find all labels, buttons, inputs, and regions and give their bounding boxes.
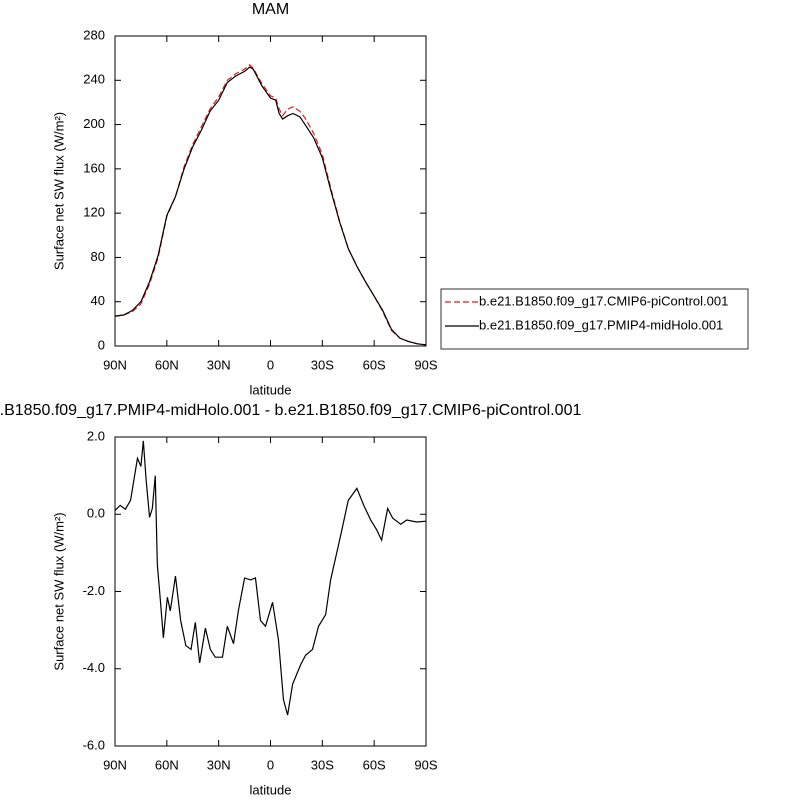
x-axis-label: latitude — [250, 382, 292, 397]
x-tick-label: 60N — [155, 757, 179, 772]
x-tick-label: 60S — [363, 757, 386, 772]
plot-frame — [114, 436, 427, 747]
y-tick-label: 80 — [91, 249, 105, 264]
chart-title: MAM — [252, 1, 289, 18]
x-tick-label: 30S — [311, 357, 334, 372]
data-line — [114, 63, 427, 346]
x-tick-label: 0 — [267, 357, 274, 372]
x-tick-label: 30N — [207, 757, 231, 772]
x-tick-label: 90N — [103, 757, 127, 772]
x-tick-label: 90S — [414, 357, 437, 372]
y-tick-label: 160 — [83, 160, 105, 175]
x-tick-label: 30S — [311, 757, 334, 772]
x-tick-label: 60S — [363, 357, 386, 372]
y-tick-label: 0.0 — [87, 506, 105, 521]
y-tick-label: -6.0 — [83, 737, 105, 752]
x-axis-label: latitude — [250, 782, 292, 797]
x-tick-label: 60N — [155, 357, 179, 372]
y-tick-label: 280 — [83, 27, 105, 42]
y-tick-label: 240 — [83, 72, 105, 87]
y-axis-label: Surface net SW flux (W/m²) — [51, 512, 66, 670]
x-tick-label: 90N — [103, 357, 127, 372]
y-tick-label: 40 — [91, 293, 105, 308]
x-tick-label: 30N — [207, 357, 231, 372]
y-tick-label: 0 — [98, 337, 105, 352]
x-tick-label: 0 — [267, 757, 274, 772]
data-line — [114, 66, 427, 346]
y-tick-label: 200 — [83, 116, 105, 131]
legend-label: b.e21.B1850.f09_g17.CMIP6-piControl.001 — [479, 293, 728, 308]
y-tick-label: -4.0 — [83, 660, 105, 675]
x-tick-label: 90S — [414, 757, 437, 772]
legend-box — [440, 288, 749, 350]
y-axis-label: Surface net SW flux (W/m²) — [51, 112, 66, 270]
y-tick-label: -2.0 — [83, 583, 105, 598]
plot-frame — [114, 35, 427, 347]
y-tick-label: 120 — [83, 205, 105, 220]
data-line — [114, 440, 427, 716]
y-tick-label: 2.0 — [87, 428, 105, 443]
chart-title: b.e21.B1850.f09_g17.PMIP4-midHolo.001 - … — [0, 402, 581, 419]
legend-label: b.e21.B1850.f09_g17.PMIP4-midHolo.001 — [479, 317, 723, 332]
